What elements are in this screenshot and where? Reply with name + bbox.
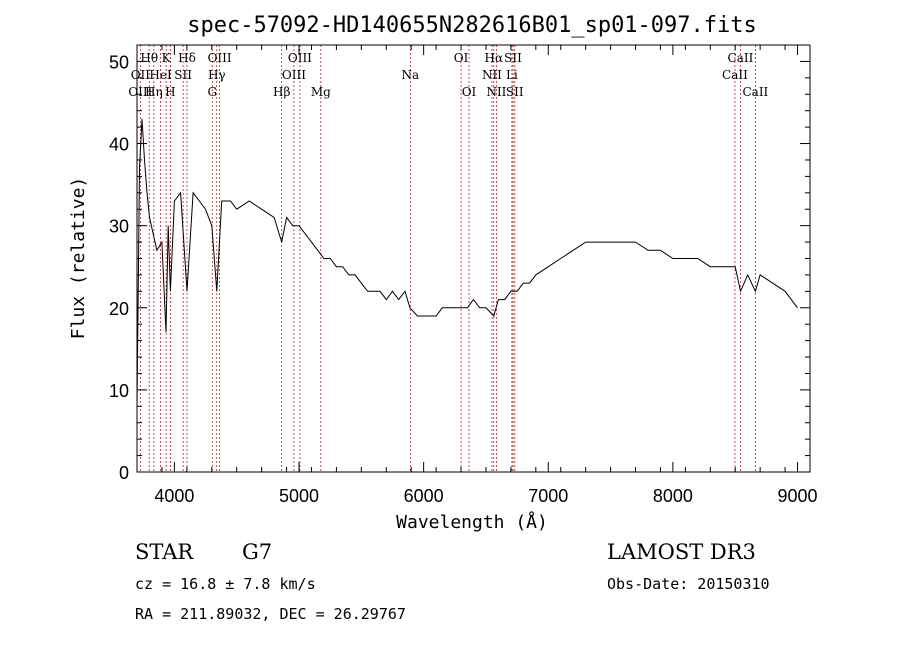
spectral-line-label: CaII — [742, 85, 768, 99]
x-tick-label: 8000 — [653, 486, 693, 506]
object-subclass: G7 — [242, 540, 272, 564]
spectral-line-label: OIII — [288, 51, 312, 65]
spectral-line-label: OII — [131, 68, 151, 82]
spectral-line-label: Hθ — [140, 51, 158, 65]
spectral-line-label: Hβ — [273, 85, 290, 99]
x-tick-label: 6000 — [404, 486, 444, 506]
spectral-line-label: Na — [401, 68, 419, 82]
spectral-line-label: OI — [454, 51, 469, 65]
x-axis-ticks: 4000 5000 6000 7000 8000 9000 — [136, 45, 818, 506]
spectral-line-label: OIII — [282, 68, 306, 82]
spectral-line-label: Mg — [311, 85, 331, 99]
y-tick-label: 40 — [109, 135, 129, 155]
redshift-cz: cz = 16.8 ± 7.8 km/s — [135, 575, 316, 593]
y-tick-label: 50 — [109, 52, 129, 72]
spectral-line-label: NII — [482, 68, 502, 82]
chart-title: spec-57092-HD140655N282616B01_sp01-097.f… — [187, 13, 757, 38]
spectral-line-label: CaII — [728, 51, 754, 65]
spectral-line-markers — [139, 45, 756, 472]
spectral-line-label: Hγ — [208, 68, 226, 82]
x-tick-label: 9000 — [778, 486, 818, 506]
spectral-line-label: CaII — [722, 68, 748, 82]
spectral-line-label: Hη — [145, 85, 163, 99]
spectral-line-labels: Hθ OII OIII K HeI Hη Hδ SII H OIII Hγ G OIII OIII Hβ Mg… — [128, 51, 768, 99]
spectral-line-label: OI — [462, 85, 477, 99]
x-tick-label: 5000 — [279, 486, 319, 506]
spectral-line-label: G — [207, 85, 217, 99]
spectral-line-label: SII — [506, 85, 524, 99]
plot-frame — [136, 44, 811, 473]
y-tick-label: 0 — [119, 463, 129, 483]
y-axis-label: Flux (relative) — [68, 177, 89, 340]
x-tick-label: 7000 — [528, 486, 568, 506]
spectral-line-label: Hα — [485, 51, 504, 65]
spectral-line-label: SII — [504, 51, 522, 65]
y-tick-label: 20 — [109, 299, 129, 319]
object-class: STAR — [135, 540, 194, 564]
spectral-line-label: OIII — [128, 85, 152, 99]
obs-date: Obs-Date: 20150310 — [607, 575, 770, 593]
spectral-line-label: SII — [174, 68, 192, 82]
spectral-line-label: Hδ — [178, 51, 196, 65]
y-tick-label: 30 — [109, 217, 129, 237]
spectral-line-label: H — [165, 85, 175, 99]
x-axis-label: Wavelength (Å) — [396, 511, 548, 533]
ra-dec-coords: RA = 211.89032, DEC = 26.29767 — [135, 605, 406, 623]
spectral-line-label: HeI — [149, 68, 172, 82]
spectral-line-label: NII — [486, 85, 506, 99]
spectrum-series-line — [136, 118, 798, 407]
spectral-line-label: K — [162, 51, 172, 65]
spectral-line-label: OIII — [208, 51, 232, 65]
spectral-line-label: Li — [506, 68, 518, 82]
y-tick-label: 10 — [109, 381, 129, 401]
y-axis-ticks: 0 10 20 30 40 50 — [109, 44, 810, 483]
survey-name: LAMOST DR3 — [607, 540, 756, 564]
x-tick-label: 4000 — [154, 486, 194, 506]
